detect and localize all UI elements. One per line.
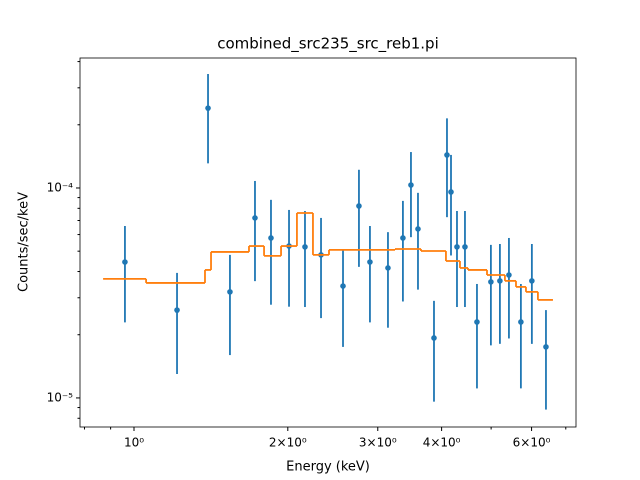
data-point xyxy=(444,152,450,158)
data-point xyxy=(385,265,391,271)
x-axis-label: Energy (keV) xyxy=(286,460,370,475)
data-point xyxy=(400,235,406,241)
data-point xyxy=(302,244,308,250)
data-point xyxy=(518,319,524,325)
data-point xyxy=(448,189,454,195)
x-tick-label: 3×10⁰ xyxy=(359,436,397,450)
data-point xyxy=(227,289,233,295)
y-axis-label: Counts/sec/keV xyxy=(17,192,32,292)
x-tick-label: 2×10⁰ xyxy=(269,436,307,450)
data-point xyxy=(340,283,346,289)
data-point xyxy=(474,319,480,325)
chart-title: combined_src235_src_reb1.pi xyxy=(217,35,439,54)
y-tick-label: 10⁻⁵ xyxy=(47,390,74,404)
data-point xyxy=(367,259,373,265)
data-point xyxy=(454,244,460,250)
data-point xyxy=(529,278,535,284)
y-tick-label: 10⁻⁴ xyxy=(47,180,74,194)
data-point xyxy=(205,105,211,111)
data-point xyxy=(122,259,128,265)
data-point xyxy=(252,215,258,221)
data-point xyxy=(356,203,362,209)
data-point xyxy=(268,235,274,241)
data-point xyxy=(431,335,437,341)
data-point xyxy=(462,244,468,250)
plot-frame xyxy=(79,57,577,428)
data-point xyxy=(408,182,414,188)
x-tick-label: 10⁰ xyxy=(124,436,144,450)
data-point xyxy=(497,278,503,284)
data-point xyxy=(415,226,421,232)
data-point xyxy=(543,344,549,350)
x-tick-label: 4×10⁰ xyxy=(423,436,461,450)
data-point xyxy=(506,272,512,278)
data-point xyxy=(488,279,494,285)
x-tick-label: 6×10⁰ xyxy=(513,436,551,450)
data-point xyxy=(174,307,180,313)
